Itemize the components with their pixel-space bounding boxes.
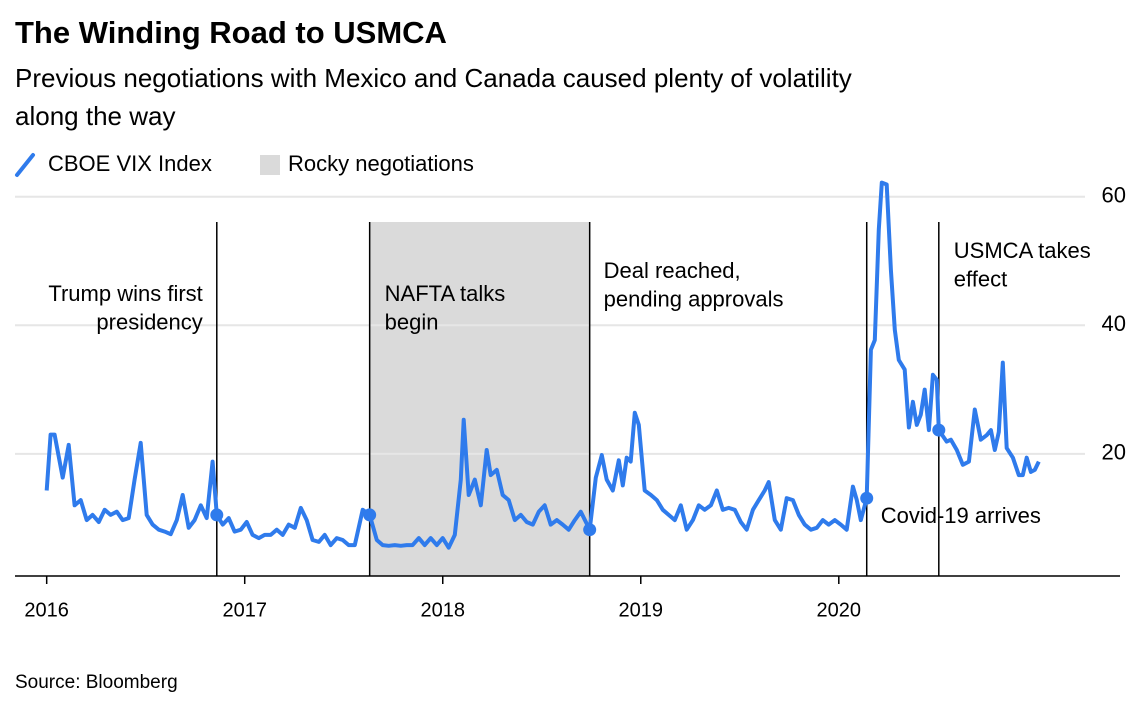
annotation: Trump wins first (48, 281, 202, 306)
event-dot (363, 508, 377, 522)
chart-subtitle: Previous negotiations with Mexico and Ca… (15, 63, 852, 93)
event-dot (210, 508, 224, 522)
x-tick-label: 2016 (24, 599, 69, 621)
x-tick-label: 2020 (817, 599, 862, 621)
annotation: presidency (96, 309, 202, 334)
legend-label: CBOE VIX Index (48, 151, 212, 176)
x-tick-label: 2019 (619, 599, 664, 621)
annotation: NAFTA talks (385, 281, 506, 306)
annotation: effect (954, 266, 1007, 291)
legend-line-icon (15, 153, 35, 177)
vix-line (44, 180, 1041, 550)
y-tick-label: 60 (1102, 183, 1126, 208)
legend-label: Rocky negotiations (288, 151, 474, 176)
event-dot (583, 523, 597, 537)
annotation: USMCA takes (954, 238, 1091, 263)
y-tick-label: 20 (1102, 440, 1126, 465)
y-tick-label: 40 (1102, 311, 1126, 336)
event-dot (860, 491, 874, 505)
annotation: Covid-19 arrives (881, 503, 1041, 528)
chart-subtitle: along the way (15, 101, 175, 131)
x-tick-label: 2018 (420, 599, 465, 621)
chart-title: The Winding Road to USMCA (15, 15, 447, 50)
event-dot (932, 423, 946, 437)
annotation: pending approvals (604, 286, 784, 311)
legend-shade-icon (260, 155, 280, 175)
annotation: Deal reached, (604, 258, 741, 283)
annotation: begin (385, 309, 439, 334)
source: Source: Bloomberg (15, 672, 178, 693)
x-tick-label: 2017 (222, 599, 267, 621)
shade-region (369, 222, 590, 576)
